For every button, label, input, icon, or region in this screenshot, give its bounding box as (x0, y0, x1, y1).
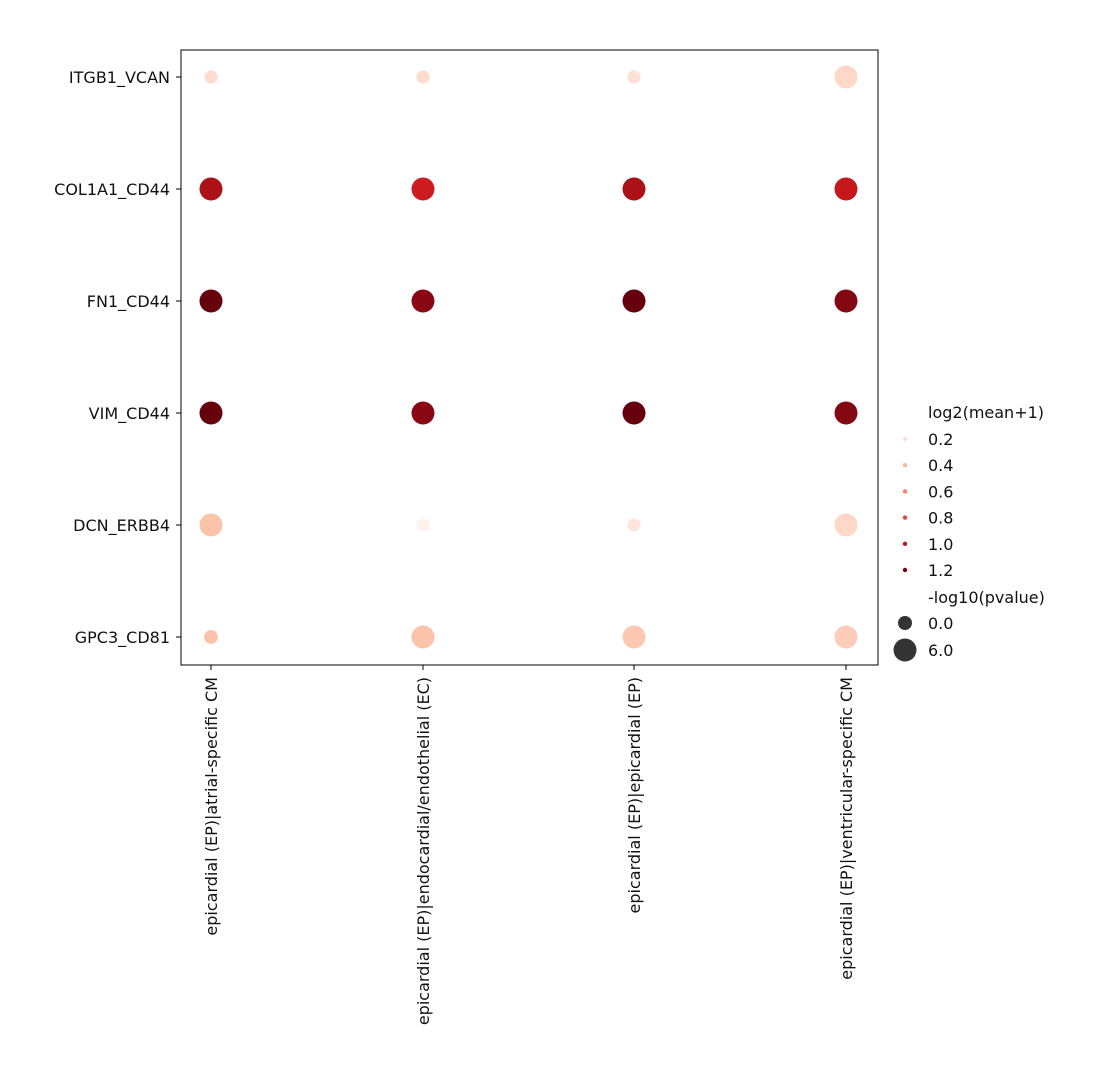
legend-color-label: 0.2 (928, 430, 953, 449)
legend-color-label: 1.2 (928, 561, 953, 580)
x-tick-label: epicardial (EP)|atrial-specific CM (202, 677, 221, 936)
data-point (622, 625, 646, 649)
legend-color-swatch (902, 541, 908, 546)
data-point (411, 177, 435, 201)
legend-size-label: 6.0 (928, 641, 953, 660)
data-point (199, 289, 223, 313)
legend-color-label: 1.0 (928, 535, 953, 554)
data-point (627, 70, 641, 84)
plot-area (199, 65, 858, 649)
data-point (204, 70, 218, 84)
data-point (199, 401, 223, 425)
x-tick-label: epicardial (EP)|endocardial/endothelial … (414, 677, 433, 1025)
data-point (834, 177, 858, 201)
legend-size-swatch (893, 638, 917, 662)
data-point (834, 401, 858, 425)
data-point (834, 289, 858, 313)
legend-color-label: 0.4 (928, 456, 953, 475)
legend-color-title: log2(mean+1) (928, 403, 1044, 422)
y-tick-label: COL1A1_CD44 (54, 180, 170, 200)
data-point (411, 625, 435, 649)
data-point (834, 625, 858, 649)
data-point (834, 65, 858, 89)
legend-color-swatch (902, 463, 908, 468)
legend-size-title: -log10(pvalue) (928, 588, 1045, 607)
x-tick-label: epicardial (EP)|ventricular-specific CM (837, 677, 856, 980)
data-point (627, 518, 641, 532)
data-point (411, 289, 435, 313)
data-point (622, 401, 646, 425)
y-tick-label: DCN_ERBB4 (73, 516, 170, 536)
plot-frame (180, 49, 879, 666)
y-tick-label: VIM_CD44 (89, 404, 170, 424)
axes: ITGB1_VCAN COL1A1_CD44 FN1_CD44 VIM_CD44 DCN… (54, 49, 879, 1025)
y-tick-label: ITGB1_VCAN (69, 68, 170, 88)
legend: log2(mean+1) 0.2 0.4 0.6 0.8 1.0 1.2 -log10(pva… (893, 403, 1045, 662)
legend-color-swatch (902, 515, 908, 520)
legend-color-swatch (902, 567, 908, 573)
legend-color-swatch (902, 436, 908, 442)
legend-color-swatch (902, 489, 908, 494)
y-tick-label: FN1_CD44 (87, 292, 170, 312)
data-point (204, 630, 218, 644)
data-point (199, 513, 223, 537)
data-point (622, 177, 646, 201)
data-point (416, 70, 430, 84)
x-tick-label: epicardial (EP)|epicardial (EP) (625, 677, 644, 913)
legend-size-label: 0.0 (928, 614, 953, 633)
data-point (834, 513, 858, 537)
legend-color-label: 0.8 (928, 509, 953, 528)
data-point (622, 289, 646, 313)
data-point (411, 401, 435, 425)
legend-size-swatch (898, 616, 912, 630)
data-point (199, 177, 223, 201)
data-point (416, 518, 430, 532)
y-tick-label: GPC3_CD81 (75, 628, 170, 648)
legend-color-label: 0.6 (928, 482, 953, 501)
